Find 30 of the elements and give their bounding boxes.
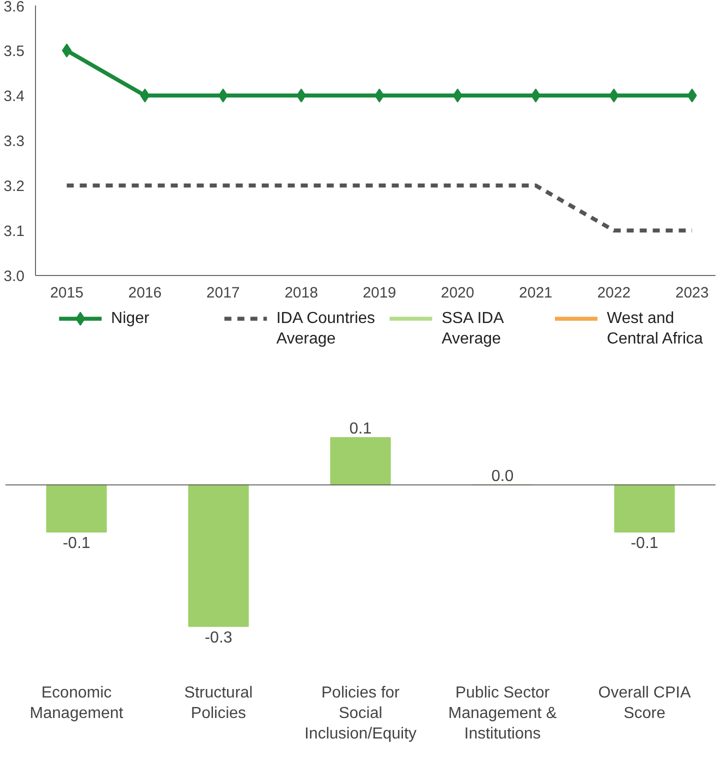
y-tick-label: 3.5 <box>4 43 25 60</box>
legend-label: IDA Countries Average <box>276 310 376 348</box>
data-label: -0.1 <box>62 535 90 552</box>
legend-label: Niger <box>111 310 150 327</box>
x-tick-label: Overall CPIA Score <box>598 684 692 722</box>
data-label: -0.1 <box>630 535 658 552</box>
legend-label: West and Central Africa <box>606 310 704 348</box>
x-tick-label: 2019 <box>362 284 396 302</box>
x-tick-label: 2018 <box>284 284 318 302</box>
data-label: -0.3 <box>204 629 232 646</box>
x-tick-label: Structural Policies <box>184 684 253 722</box>
y-tick-label: 3.2 <box>4 178 25 195</box>
data-label: 0.0 <box>491 468 514 485</box>
x-tick-label: Economic Management <box>30 684 124 722</box>
x-tick-label: 2023 <box>675 284 709 302</box>
x-tick-label: 2017 <box>206 284 240 302</box>
y-tick-label: 3.4 <box>4 88 25 105</box>
x-tick-label: 2021 <box>519 284 552 302</box>
x-tick-label: 2020 <box>440 284 474 302</box>
y-tick-label: 3.6 <box>4 0 25 16</box>
x-tick-label: 2015 <box>50 284 84 302</box>
x-tick-label: 2016 <box>128 284 162 302</box>
legend-label: SSA IDA Average <box>442 310 504 348</box>
y-tick-label: 3.1 <box>4 223 25 240</box>
y-tick-label: 3.0 <box>4 268 25 285</box>
x-tick-label: Public Sector Management & Institutions <box>448 684 558 742</box>
x-tick-label: Policies for Social Inclusion/Equity <box>304 684 417 742</box>
data-label: 0.1 <box>349 420 372 438</box>
x-tick-label: 2022 <box>597 284 631 302</box>
y-tick-label: 3.3 <box>4 133 25 150</box>
